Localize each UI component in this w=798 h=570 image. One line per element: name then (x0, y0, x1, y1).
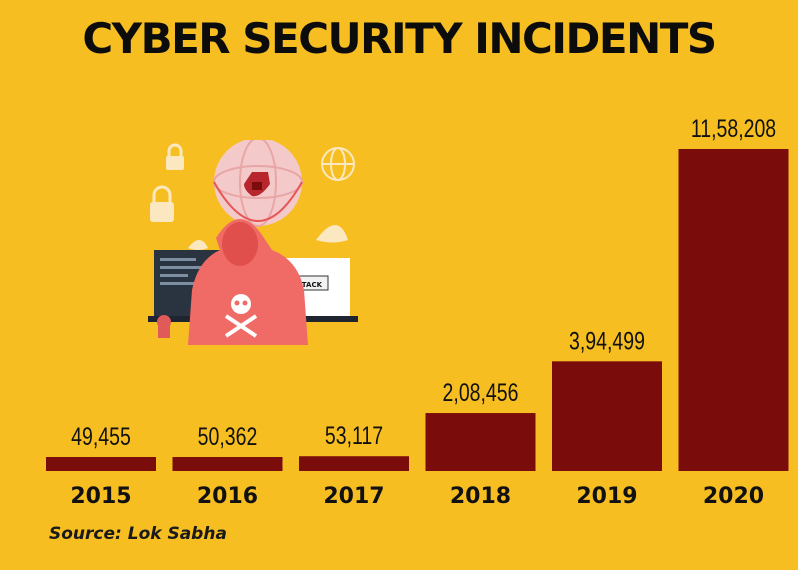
bar-value-label: 53,117 (325, 422, 383, 450)
bar-value-label: 2,08,456 (443, 379, 519, 407)
bar-2019 (552, 361, 662, 471)
hacker-illustration: ATTACK (148, 140, 358, 345)
bar-2016 (172, 456, 283, 471)
chart-title: CYBER SECURITY INCIDENTS (82, 14, 717, 63)
source-note: Source: Lok Sabha (49, 524, 227, 544)
leaf-icon (188, 240, 208, 250)
x-tick-label: 2016 (197, 484, 258, 509)
skull-crossbones-icon (224, 294, 258, 338)
bar-2015 (46, 457, 156, 471)
bar-value-label: 50,362 (198, 423, 258, 451)
globe-outline-icon (321, 147, 355, 181)
plant-icon (157, 315, 171, 338)
leaf-icon (316, 225, 348, 243)
bar-2017 (299, 456, 409, 471)
x-tick-label: 2018 (450, 484, 511, 509)
x-tick-label: 2015 (70, 484, 131, 509)
hacker-figure (188, 219, 308, 345)
bar-2020 (678, 149, 789, 471)
bar-2018 (425, 413, 536, 471)
shield-icon (244, 172, 270, 197)
bar-value-label: 11,58,208 (691, 115, 776, 143)
bar-value-label: 49,455 (71, 423, 131, 451)
bar-value-label: 3,94,499 (569, 327, 645, 355)
padlock-icon (150, 143, 184, 222)
x-tick-label: 2017 (323, 484, 384, 509)
x-tick-label: 2020 (703, 484, 764, 509)
x-tick-label: 2019 (576, 484, 637, 509)
attack-label: ATTACK (292, 281, 323, 289)
